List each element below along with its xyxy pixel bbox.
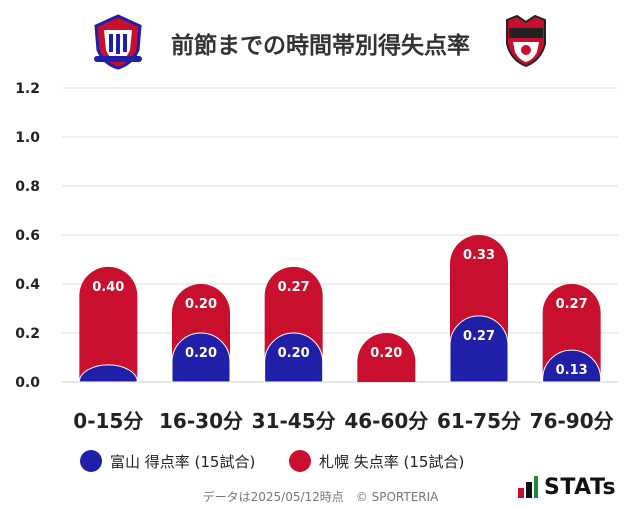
legend-away-label: 札幌 失点率 (15試合) <box>319 452 465 471</box>
x-axis-categories: 0-15分 16-30分 31-45分 46-60分 61-75分 76-90分 <box>73 409 613 433</box>
x-category-label: 16-30分 <box>159 409 243 433</box>
chart-header: 前節までの時間帯別得失点率 <box>0 0 641 82</box>
data-source-note: データは2025/05/12時点 © SPORTERIA <box>202 490 439 504</box>
bar-away <box>357 333 416 382</box>
value-label-home: 0.27 <box>463 329 495 344</box>
chart-title: 前節までの時間帯別得失点率 <box>171 33 470 59</box>
y-tick-label: 0.2 <box>15 326 40 342</box>
value-label-away: 0.27 <box>278 280 310 295</box>
brand-name: STATs <box>544 474 617 500</box>
sapporo-club-emblem-icon <box>506 14 546 68</box>
stats-logo-icon <box>518 476 538 498</box>
gridlines <box>62 87 618 383</box>
x-category-label: 61-75分 <box>437 409 521 433</box>
bar-value-labels: 0.40 0.20 0.20 0.27 0.20 0.20 0.33 0.27 0.27 0.13 <box>92 248 587 378</box>
bar-home <box>542 349 602 383</box>
toyama-club-emblem-icon <box>94 14 142 70</box>
bar-home <box>78 364 138 383</box>
x-category-label: 46-60分 <box>344 409 428 433</box>
y-axis-ticks: 0.0 0.2 0.4 0.6 0.8 1.0 1.2 <box>15 81 40 391</box>
legend-home-marker <box>80 450 102 472</box>
bar-home <box>449 315 509 383</box>
value-label-away: 0.27 <box>556 297 588 312</box>
y-tick-label: 0.8 <box>15 179 40 195</box>
value-label-home: 0.20 <box>278 346 310 361</box>
legend-item-away[interactable]: 札幌 失点率 (15試合) <box>289 448 464 474</box>
bar-home <box>171 332 231 383</box>
y-tick-label: 0.4 <box>15 277 40 293</box>
y-tick-label: 1.2 <box>15 81 40 97</box>
value-label-home: 0.13 <box>556 363 588 378</box>
value-label-home: 0.20 <box>185 346 217 361</box>
stats-brand: STATs <box>518 474 616 500</box>
value-label-away: 0.40 <box>92 280 124 295</box>
value-label-away: 0.20 <box>185 297 217 312</box>
bars <box>78 235 602 383</box>
x-category-label: 76-90分 <box>530 409 614 433</box>
legend-away-marker <box>289 450 311 472</box>
y-tick-label: 0.6 <box>15 228 40 244</box>
legend-home-label: 富山 得点率 (15試合) <box>110 452 256 471</box>
value-label-away: 0.33 <box>463 248 495 263</box>
bar-away <box>79 266 138 382</box>
legend-item-home[interactable]: 富山 得点率 (15試合) <box>80 448 255 474</box>
bar-home <box>264 332 324 383</box>
value-label-away: 0.20 <box>370 346 402 361</box>
x-category-label: 0-15分 <box>73 409 143 433</box>
y-tick-label: 0.0 <box>15 375 40 391</box>
x-category-label: 31-45分 <box>252 409 336 433</box>
chart: 0.00.20.40.60.81.01.2 0.400.200.200.270.… <box>15 81 618 433</box>
y-tick-label: 1.0 <box>15 130 40 146</box>
